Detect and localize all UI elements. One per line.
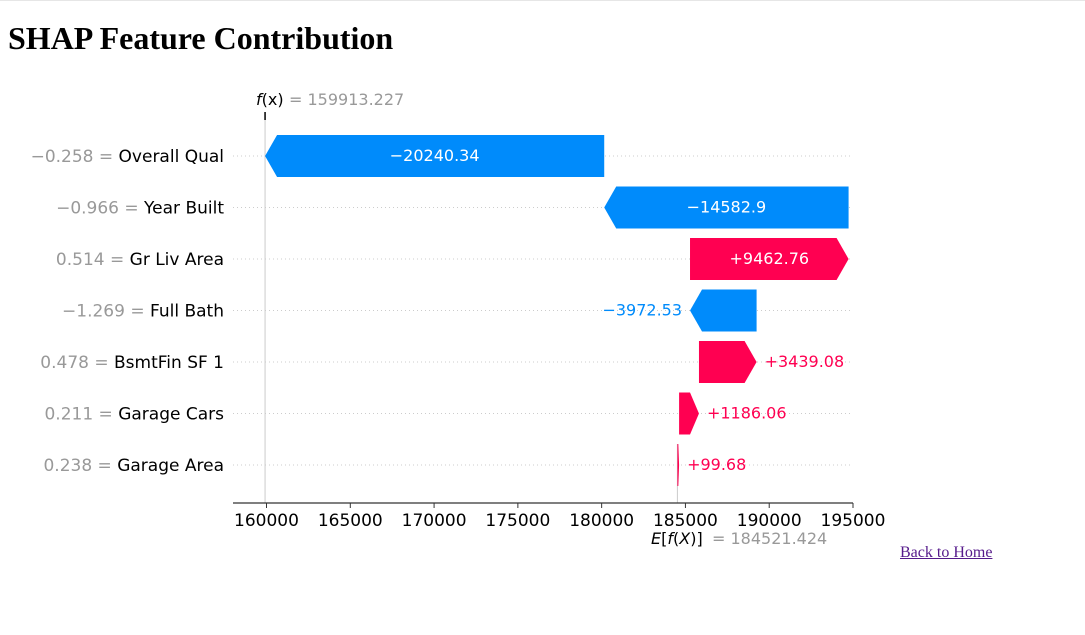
x-tick-label: 180000 — [569, 511, 634, 531]
positive-bar — [677, 444, 680, 486]
bar-value-label: −14582.9 — [687, 198, 767, 217]
negative-bar — [265, 135, 605, 177]
x-tick-label: 160000 — [234, 511, 299, 531]
feature-label: −1.269 = Full Bath — [62, 302, 224, 322]
x-tick-label: 185000 — [653, 511, 718, 531]
positive-bar — [690, 238, 849, 280]
bar-value-label: +99.68 — [687, 455, 746, 474]
base-label: E[f(X)] — [651, 529, 703, 548]
feature-label: −0.258 = Overall Qual — [31, 147, 224, 167]
x-tick-label: 170000 — [402, 511, 467, 531]
back-to-home-link[interactable]: Back to Home — [900, 544, 993, 561]
fx-value: = 159913.227 — [289, 90, 404, 109]
shap-waterfall-chart: f(x) = 159913.227 −0.258 = Overall Qual −20… — [31, 90, 886, 548]
feature-label: 0.211 = Garage Cars — [44, 405, 224, 425]
bar-value-label: +1186.06 — [707, 404, 787, 423]
negative-bar — [690, 289, 757, 332]
bar-value-label: −20240.34 — [390, 146, 480, 165]
feature-label: 0.514 = Gr Liv Area — [56, 250, 224, 270]
bar-value-label: +9462.76 — [730, 249, 810, 268]
positive-bar — [679, 392, 699, 435]
x-tick-label: 175000 — [485, 511, 550, 531]
x-tick-label: 195000 — [821, 511, 886, 531]
x-tick-label: 165000 — [318, 511, 383, 531]
base-value: = 184521.424 — [712, 529, 827, 548]
feature-label: 0.478 = BsmtFin SF 1 — [40, 353, 224, 373]
bar-value-label: +3439.08 — [765, 352, 845, 371]
bar-value-label: −3972.53 — [602, 301, 682, 320]
top-divider — [0, 0, 1085, 1]
feature-label: −0.966 = Year Built — [56, 199, 224, 219]
x-tick-label: 190000 — [737, 511, 802, 531]
fx-label: f(x) — [256, 90, 284, 109]
feature-label: 0.238 = Garage Area — [43, 456, 224, 476]
positive-bar — [698, 341, 757, 383]
negative-bar — [604, 186, 849, 229]
page-title: SHAP Feature Contribution — [8, 20, 394, 56]
